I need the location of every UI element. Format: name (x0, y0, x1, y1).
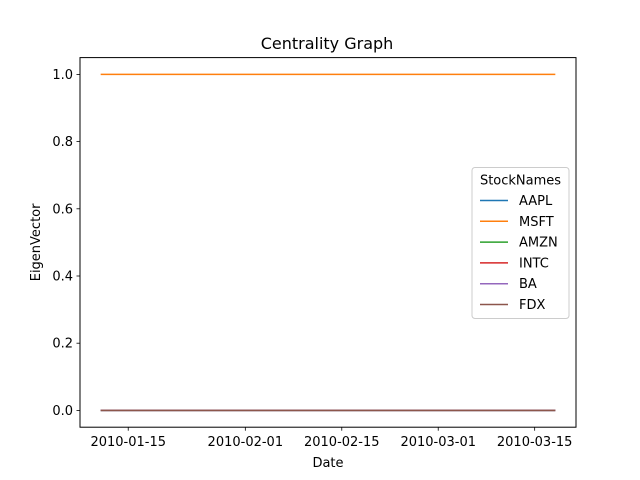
y-tick-label: 0.4 (52, 270, 73, 285)
plot-frame (79, 57, 577, 428)
x-tick-label: 2010-03-15 (497, 435, 573, 450)
x-tick-label: 2010-03-01 (400, 435, 476, 450)
legend-label-ba: BA (519, 277, 537, 292)
y-axis-label: EigenVector (29, 203, 44, 281)
y-tick-label: 0.6 (52, 202, 73, 217)
legend-label-aapl: AAPL (519, 194, 553, 209)
y-tick-label: 1.0 (52, 68, 73, 83)
x-axis-label: Date (312, 456, 343, 471)
chart-title: Centrality Graph (261, 34, 394, 53)
legend-title: StockNames (480, 174, 561, 189)
y-tick-label: 0.2 (52, 337, 73, 352)
y-tick-label: 0.8 (52, 135, 73, 150)
legend-label-fdx: FDX (519, 298, 545, 313)
legend-label-amzn: AMZN (519, 236, 558, 251)
x-tick-label: 2010-01-15 (90, 435, 166, 450)
legend: StockNames AAPL MSFT AMZN INTC BA FDX (471, 167, 570, 319)
y-tick-label: 0.0 (52, 404, 73, 419)
legend-label-intc: INTC (519, 256, 549, 271)
x-tick-label: 2010-02-15 (304, 435, 380, 450)
legend-box (471, 167, 570, 319)
x-tick-label: 2010-02-01 (208, 435, 284, 450)
legend-label-msft: MSFT (519, 215, 554, 230)
